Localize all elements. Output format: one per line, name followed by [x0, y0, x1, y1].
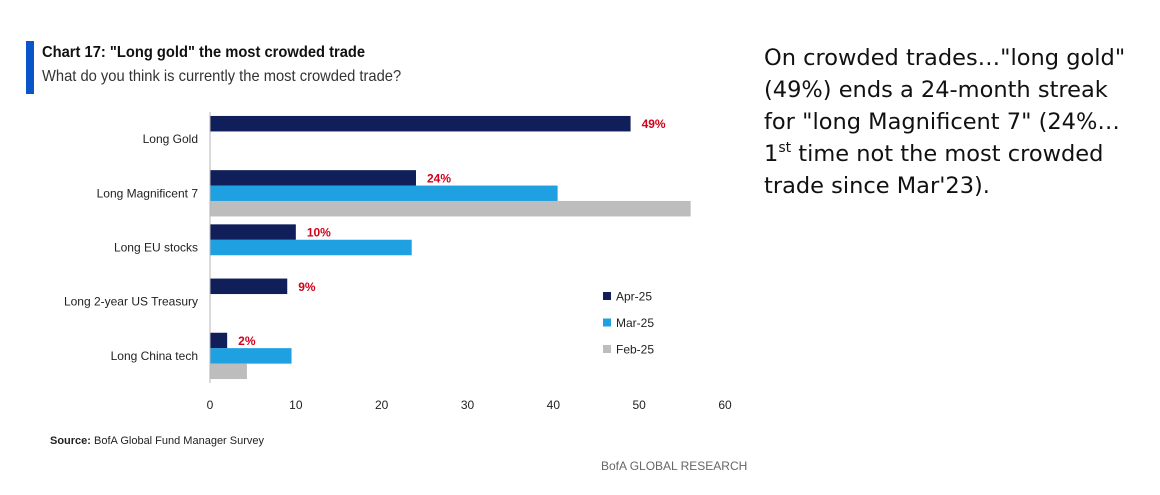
- bar-Apr-25-3: [210, 278, 288, 295]
- data-label-Apr-25-4: 2%: [238, 334, 256, 348]
- data-label-Apr-25-0: 49%: [642, 117, 666, 131]
- branding-footer: BofA GLOBAL RESEARCH: [601, 459, 748, 473]
- legend-label-Apr-25: Apr-25: [616, 290, 652, 304]
- x-tick-label-6: 60: [718, 398, 732, 412]
- category-label-3: Long 2-year US Treasury: [64, 295, 198, 309]
- commentary-ordinal-suffix: st: [778, 140, 792, 156]
- commentary-line-4-text: time not the most crowded: [791, 141, 1104, 167]
- legend-swatch-Apr-25: [603, 292, 611, 300]
- x-tick-label-1: 10: [289, 398, 303, 412]
- bar-Mar-25-2: [210, 239, 412, 256]
- x-tick-label-2: 20: [375, 398, 389, 412]
- x-tick-label-0: 0: [207, 398, 214, 412]
- commentary-line-4: 1st time not the most crowded: [764, 138, 1154, 170]
- bar-Apr-25-2: [210, 224, 296, 240]
- chart-title: Chart 17: "Long gold" the most crowded t…: [42, 44, 366, 61]
- source-label: Source:: [50, 435, 91, 447]
- bar-Mar-25-1: [210, 185, 558, 202]
- bar-Feb-25-4: [210, 363, 247, 380]
- category-label-1: Long Magnificent 7: [97, 186, 199, 200]
- commentary-line-2: (49%) ends a 24-month streak: [764, 77, 1108, 103]
- legend-swatch-Feb-25: [603, 345, 611, 353]
- category-label-4: Long China tech: [111, 349, 198, 363]
- x-tick-label-3: 30: [461, 398, 475, 412]
- data-label-Apr-25-2: 10%: [307, 226, 331, 240]
- legend-label-Mar-25: Mar-25: [616, 316, 654, 330]
- bar-Mar-25-4: [210, 348, 292, 364]
- commentary-ordinal: 1: [764, 141, 779, 167]
- source-text: BofA Global Fund Manager Survey: [94, 435, 265, 447]
- bar-Apr-25-0: [210, 115, 631, 132]
- bar-Apr-25-1: [210, 170, 416, 186]
- category-label-0: Long Gold: [143, 132, 198, 146]
- data-label-Apr-25-3: 9%: [298, 280, 316, 294]
- source-note: Source: BofA Global Fund Manager Survey: [50, 435, 264, 447]
- category-label-2: Long EU stocks: [114, 241, 198, 255]
- chart-subtitle: What do you think is currently the most …: [42, 68, 402, 85]
- bar-Apr-25-4: [210, 332, 228, 349]
- legend-swatch-Mar-25: [603, 318, 611, 327]
- legend-label-Feb-25: Feb-25: [616, 343, 654, 357]
- commentary-line-3: for "long Magnificent 7" (24%…: [764, 109, 1120, 135]
- bar-Feb-25-1: [210, 200, 691, 217]
- x-tick-label-5: 50: [632, 398, 646, 412]
- commentary-text: On crowded trades…"long gold" (49%) ends…: [764, 42, 1154, 202]
- title-accent-bar: [26, 41, 34, 94]
- x-tick-label-4: 40: [547, 398, 561, 412]
- data-label-Apr-25-1: 24%: [427, 171, 451, 185]
- commentary-line-5: trade since Mar'23).: [764, 173, 990, 199]
- commentary-line-1: On crowded trades…"long gold": [764, 45, 1126, 71]
